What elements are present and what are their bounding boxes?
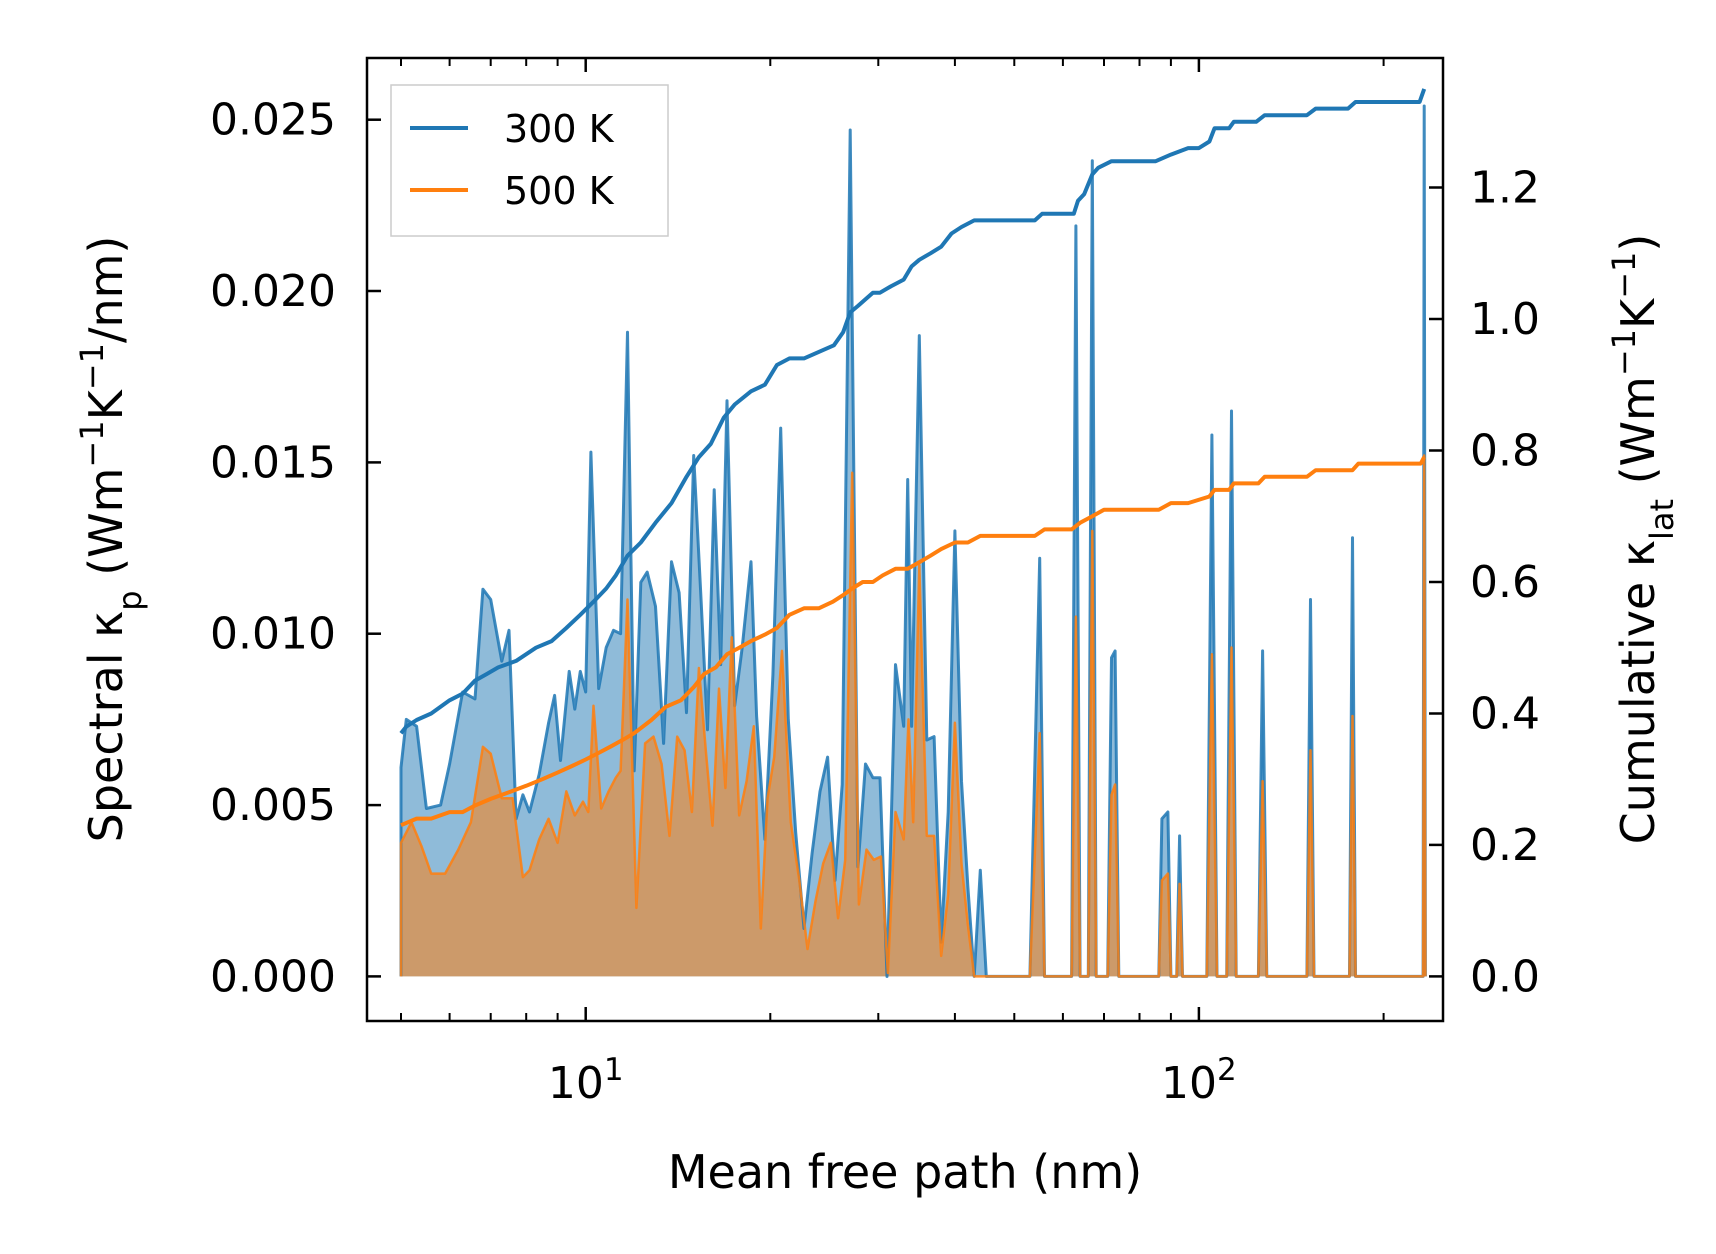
y-left-tick-label: 0.015 <box>210 437 336 488</box>
y-right-tick-label: 0.8 <box>1470 426 1540 477</box>
x-tick-label: 102 <box>1161 1052 1237 1109</box>
plot-frame <box>365 56 1445 1023</box>
fill-layer <box>401 106 1426 977</box>
plot-area <box>399 88 1427 978</box>
line-layer <box>399 88 1427 978</box>
ticks <box>367 58 1443 1021</box>
y-left-tick-label: 0.005 <box>210 780 336 831</box>
cumulative-line-500k <box>400 456 1426 828</box>
y-left-tick-label: 0.025 <box>210 95 336 146</box>
legend-box <box>390 84 669 237</box>
x-axis-title: Mean free path (nm) <box>668 1145 1142 1199</box>
legend: 300 K 500 K <box>390 84 669 237</box>
legend-label-300k: 300 K <box>504 107 615 151</box>
x-tick-label: 101 <box>548 1052 624 1109</box>
cumulative-line-300k <box>399 88 1427 735</box>
y-left-tick-label: 0.000 <box>210 951 336 1002</box>
spectral-area-500k <box>401 455 1426 977</box>
y-right-tick-label: 0.4 <box>1470 689 1540 740</box>
tick-labels: 101 102 0.000 0.005 0.010 0.015 0.020 0.025 0.0 0… <box>210 95 1540 1109</box>
y-right-tick-label: 1.2 <box>1470 163 1540 214</box>
y-right-tick-label: 1.0 <box>1470 294 1540 345</box>
y-right-tick-label: 0.6 <box>1470 557 1540 608</box>
legend-label-500k: 500 K <box>504 169 615 213</box>
y-left-tick-label: 0.010 <box>210 609 336 660</box>
y-left-tick-label: 0.020 <box>210 266 336 317</box>
y-right-tick-label: 0.2 <box>1470 820 1540 871</box>
y-right-tick-label: 0.0 <box>1470 951 1540 1002</box>
spectral-line-500k <box>399 454 1427 978</box>
